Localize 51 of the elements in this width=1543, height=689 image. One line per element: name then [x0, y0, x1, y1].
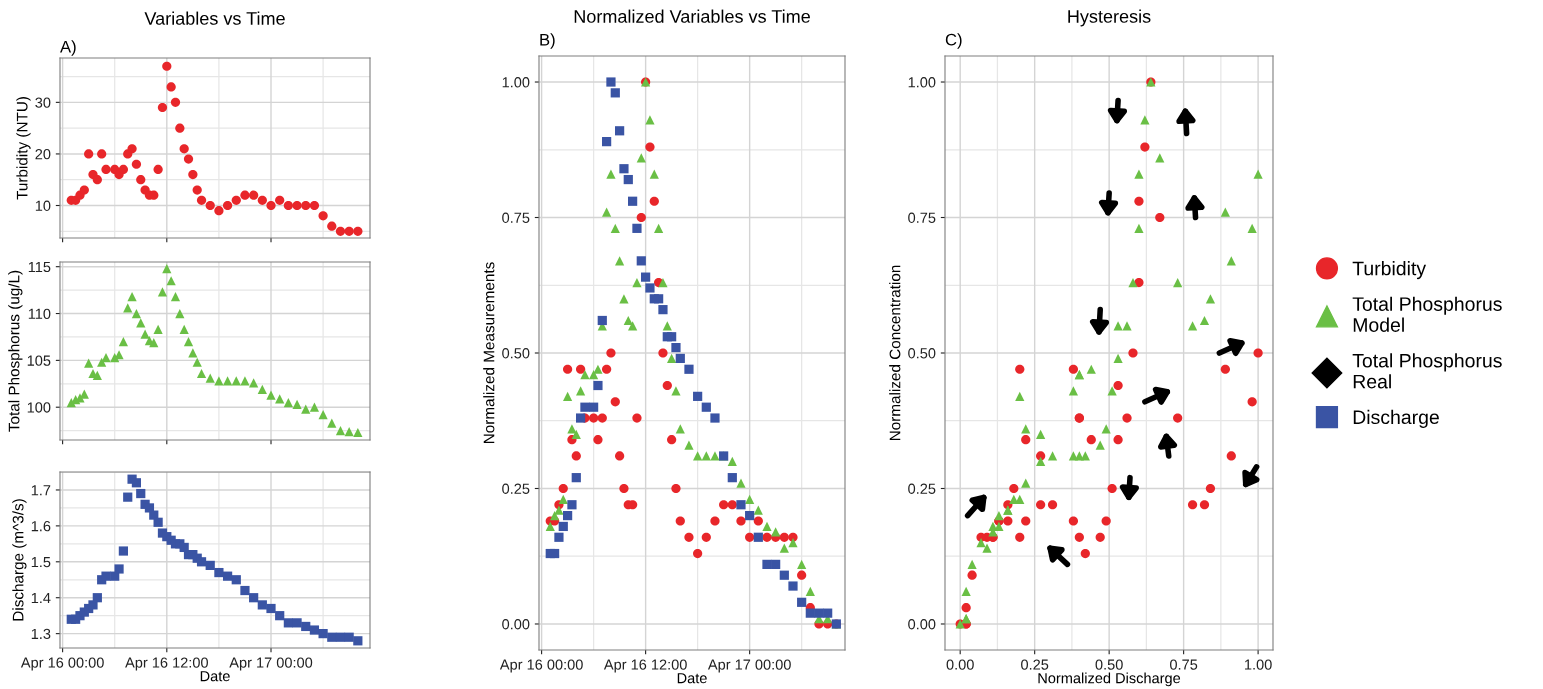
- x-tick-label: 0.50: [1095, 659, 1123, 670]
- legend-label: Discharge: [1353, 409, 1439, 428]
- y-tick-label: 110: [28, 308, 51, 319]
- x-axis-title: Normalized Discharge: [1038, 672, 1181, 687]
- x-tick-label: 0.00: [946, 659, 974, 670]
- y-axis-title: Normalized Measurements: [483, 262, 495, 444]
- chart-title: Hysteresis: [1068, 9, 1151, 27]
- x-tick-label: 0.25: [1021, 659, 1049, 670]
- x-tick-label: 1.00: [1245, 659, 1272, 670]
- x-tick-label: Apr 17 00:00: [707, 659, 791, 673]
- y-tick-label: 1.00: [908, 77, 936, 88]
- y-tick-label: 0.00: [908, 619, 936, 630]
- x-tick-label: Apr 17 00:00: [229, 657, 313, 671]
- x-tick-label: Apr 16 12:00: [603, 659, 687, 673]
- legend-label: Total Phosphorus Model: [1352, 296, 1502, 332]
- y-tick-label: 0.25: [502, 483, 530, 494]
- x-tick-label: Apr 16 00:00: [20, 657, 104, 671]
- y-axis-title: Turbidity (NTU): [16, 97, 31, 200]
- y-tick-label: 0.50: [502, 348, 530, 359]
- y-tick-label: 1.5: [31, 557, 51, 568]
- chart-title: Normalized Variables vs Time: [574, 9, 810, 23]
- y-axis-title: Normalized Concentration: [889, 265, 901, 441]
- y-tick-label: 30: [35, 97, 51, 108]
- y-tick-label: 1.7: [31, 485, 51, 496]
- y-tick-label: 1.6: [31, 520, 51, 532]
- y-tick-label: 100: [27, 402, 51, 413]
- y-tick-label: 115: [28, 261, 51, 273]
- x-tick-label: Apr 16 00:00: [499, 659, 583, 673]
- y-tick-label: 0.25: [908, 483, 936, 494]
- legend-label: Turbidity: [1352, 261, 1427, 280]
- chart-subtitle: C): [945, 33, 962, 49]
- y-tick-label: 105: [27, 355, 51, 366]
- y-axis-title: Discharge (m^3/s): [12, 499, 27, 621]
- x-tick-label: 0.75: [1170, 659, 1198, 670]
- y-tick-label: 20: [35, 149, 51, 160]
- y-tick-label: 0.75: [502, 212, 530, 223]
- chart-subtitle: A): [60, 40, 76, 56]
- chart-title: Variables vs Time: [144, 11, 285, 25]
- y-tick-label: 1.4: [31, 592, 51, 603]
- x-tick-label: Apr 16 12:00: [125, 657, 208, 671]
- x-axis-title: Date: [677, 673, 707, 684]
- y-tick-label: 10: [35, 200, 51, 211]
- x-axis-title: Date: [200, 671, 230, 682]
- legend-label: Total Phosphorus Real: [1352, 353, 1502, 389]
- y-tick-label: 1.00: [502, 77, 530, 88]
- y-axis-title: Total Phosphorus (ug/L): [8, 270, 23, 432]
- y-tick-label: 1.3: [31, 628, 51, 640]
- chart-subtitle: B): [540, 33, 555, 49]
- y-tick-label: 0.50: [908, 348, 936, 359]
- y-tick-label: 0.75: [908, 212, 936, 223]
- y-tick-label: 0.00: [502, 619, 530, 630]
